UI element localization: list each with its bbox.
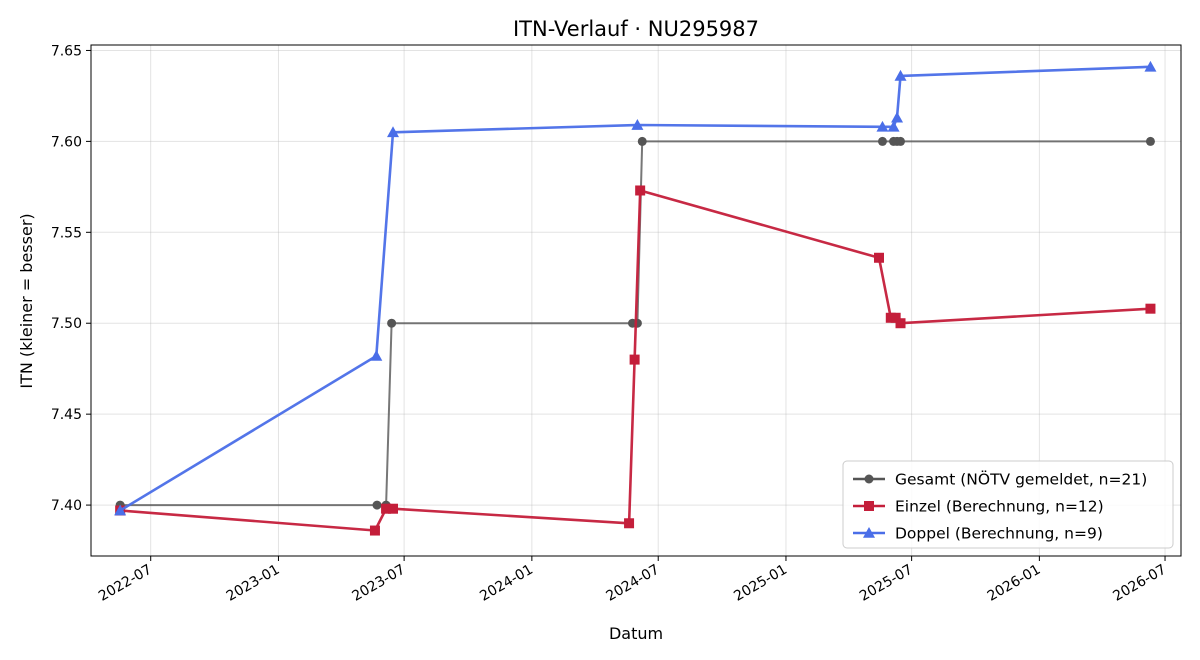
- data-point-gesamt: [877, 136, 887, 146]
- data-point-einzel: [624, 518, 635, 529]
- y-tick-label: 7.55: [51, 225, 82, 241]
- data-point-einzel: [895, 318, 906, 329]
- y-tick-label: 7.45: [51, 407, 82, 423]
- data-point-gesamt: [896, 136, 906, 146]
- legend-marker-einzel: [864, 501, 874, 511]
- legend-label-einzel: Einzel (Berechnung, n=12): [895, 498, 1104, 516]
- data-point-einzel: [890, 312, 901, 323]
- data-point-doppel: [370, 349, 383, 361]
- data-point-doppel: [887, 120, 900, 132]
- legend-label-doppel: Doppel (Berechnung, n=9): [895, 525, 1103, 543]
- data-point-doppel: [1144, 60, 1157, 72]
- data-point-einzel: [1145, 303, 1156, 314]
- y-tick-label: 7.60: [51, 134, 82, 150]
- data-point-doppel: [894, 69, 907, 81]
- data-point-doppel: [876, 120, 889, 132]
- data-point-doppel: [631, 119, 644, 130]
- legend-label-gesamt: Gesamt (NÖTV gemeldet, n=21): [895, 470, 1147, 489]
- x-axis-label: Datum: [609, 624, 663, 643]
- data-point-gesamt: [632, 318, 642, 328]
- y-tick-label: 7.50: [51, 316, 82, 332]
- data-point-doppel: [891, 111, 904, 123]
- data-point-einzel: [873, 252, 884, 263]
- data-point-einzel: [629, 354, 640, 365]
- y-tick-label: 7.40: [51, 498, 82, 514]
- data-point-doppel: [114, 504, 127, 516]
- y-axis-label: ITN (kleiner = besser): [17, 213, 36, 388]
- data-point-gesamt: [387, 318, 397, 328]
- series-group: [114, 60, 1157, 536]
- legend-box: [842, 460, 1174, 549]
- data-point-einzel: [369, 525, 380, 536]
- plot-frame: [90, 44, 1182, 557]
- y-tick-label: 7.65: [51, 43, 82, 59]
- data-point-gesamt: [372, 500, 382, 510]
- data-point-doppel: [387, 126, 400, 138]
- data-point-einzel: [635, 185, 646, 196]
- data-point-einzel: [388, 503, 399, 514]
- series-doppel: [114, 60, 1157, 516]
- legend-marker-doppel: [863, 527, 875, 538]
- legend-marker-gesamt: [864, 474, 874, 484]
- chart-title: ITN-Verlauf · NU295987: [513, 17, 759, 41]
- data-point-gesamt: [637, 136, 647, 146]
- data-point-einzel: [381, 503, 392, 514]
- data-point-gesamt: [1145, 136, 1155, 146]
- legend: Gesamt (NÖTV gemeldet, n=21) Einzel (Bere…: [842, 460, 1174, 549]
